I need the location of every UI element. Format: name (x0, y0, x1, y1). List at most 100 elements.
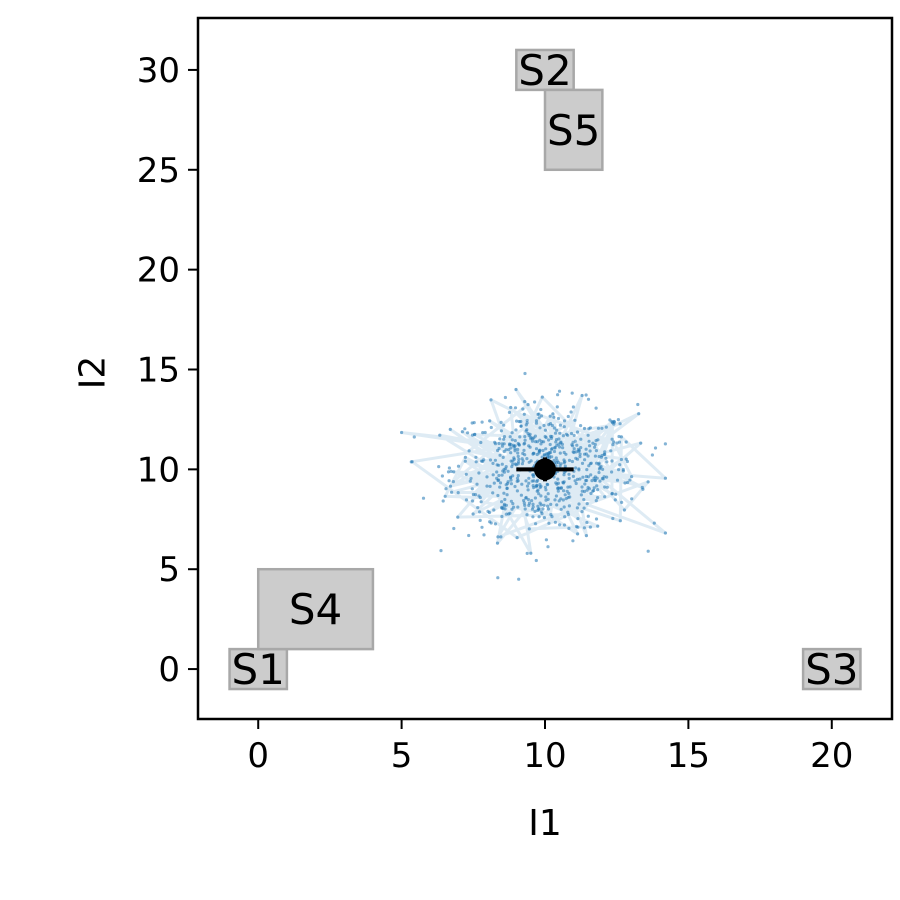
region-label-s5: S5 (547, 106, 600, 155)
sample-point (556, 416, 561, 421)
sample-point (488, 419, 492, 423)
region-label-s3: S3 (805, 645, 858, 694)
sample-point (614, 492, 618, 496)
sample-point (563, 493, 567, 497)
sample-point (476, 506, 480, 510)
sample-point (519, 493, 524, 497)
sample-point (588, 462, 593, 466)
sample-point (522, 501, 526, 505)
sample-point (555, 503, 559, 507)
sample-point (450, 490, 454, 494)
sample-point (650, 453, 655, 457)
sample-point (531, 484, 535, 488)
sample-point (566, 510, 570, 514)
sample-point (500, 442, 504, 446)
sample-point (471, 499, 475, 503)
sample-point (452, 526, 456, 531)
sample-point (502, 435, 507, 439)
sample-point (514, 387, 518, 392)
sample-point (602, 452, 606, 456)
sample-point (485, 475, 489, 479)
sample-point (562, 425, 566, 429)
sample-point (526, 488, 530, 492)
sample-point (558, 451, 562, 455)
sample-point (506, 482, 510, 486)
sample-point (589, 491, 593, 496)
x-tick-label: 10 (523, 736, 566, 776)
sample-point (499, 429, 503, 433)
sample-point (600, 426, 604, 430)
sample-point (523, 371, 527, 376)
sample-point (497, 473, 501, 478)
sample-point (439, 549, 443, 553)
sample-point (488, 520, 492, 524)
sample-point (603, 485, 607, 489)
sample-point (592, 486, 596, 490)
sample-point (544, 488, 548, 492)
sample-point (544, 538, 549, 542)
sample-point (485, 484, 489, 488)
y-tick-label: 30 (137, 51, 180, 91)
sample-point (502, 491, 506, 495)
sample-point (502, 437, 506, 441)
sample-point (446, 470, 451, 474)
sample-point (534, 419, 539, 423)
sample-point (573, 479, 577, 483)
sample-point (448, 427, 452, 431)
sample-point (609, 449, 613, 453)
sample-point (626, 480, 630, 485)
sample-point (496, 493, 500, 498)
sample-point (488, 484, 492, 488)
sample-point (534, 421, 539, 425)
sample-point (522, 498, 526, 503)
sample-point (542, 503, 546, 507)
sample-point (556, 393, 560, 397)
sample-point (499, 535, 503, 539)
sample-point (570, 459, 575, 464)
sample-point (509, 478, 513, 482)
sample-point (523, 438, 527, 442)
region-s1 (228, 647, 289, 691)
sample-point (486, 509, 490, 513)
sample-point (523, 400, 527, 404)
sample-point (554, 494, 559, 498)
sample-point (646, 549, 650, 553)
sample-point (503, 507, 507, 511)
x-axis-label: I1 (528, 803, 562, 844)
sample-point (514, 428, 518, 432)
sample-point (561, 481, 566, 485)
x-tick-label: 15 (667, 736, 710, 776)
sample-point (567, 458, 572, 462)
sample-point (523, 507, 527, 511)
sample-point (577, 448, 582, 453)
sample-point (637, 412, 641, 416)
sample-point (534, 522, 538, 526)
sample-point (596, 438, 600, 442)
sample-point (569, 431, 574, 436)
sample-point (556, 477, 560, 481)
sample-point (588, 444, 592, 448)
sample-point (584, 452, 588, 456)
sample-point (515, 476, 520, 480)
sample-point (561, 434, 566, 438)
sample-point (585, 488, 589, 492)
sample-point (549, 434, 553, 438)
sample-point (586, 397, 591, 401)
sample-point (605, 460, 609, 464)
sample-point (447, 479, 451, 483)
sample-point (567, 472, 571, 476)
sample-point (464, 498, 469, 502)
sample-point (519, 424, 523, 428)
x-axis-ticks: 0 5 10 15 20 (247, 719, 853, 776)
sample-point (498, 481, 503, 485)
sample-point (596, 488, 600, 492)
sample-point (497, 463, 501, 467)
sample-point (536, 508, 540, 513)
sample-point (577, 502, 581, 506)
sample-point (547, 456, 552, 460)
sample-point (612, 440, 616, 444)
sample-point (623, 481, 627, 485)
sample-point (537, 492, 541, 496)
sample-point (621, 467, 625, 472)
sample-point (556, 489, 560, 493)
